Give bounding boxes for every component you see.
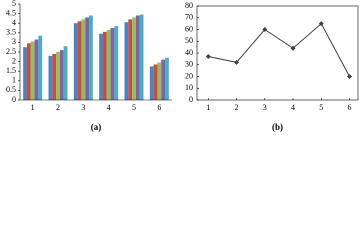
x-tick-label: 3: [263, 103, 267, 112]
bar: [161, 59, 166, 100]
bar: [59, 50, 64, 100]
x-tick-label: 4: [107, 103, 111, 112]
bar: [89, 15, 93, 101]
bar: [99, 33, 103, 101]
bar: [149, 66, 154, 100]
y-tick-label: 3.5: [6, 28, 16, 37]
plot-frame: [196, 5, 359, 101]
bar: [30, 41, 35, 100]
x-tick-label: 1: [206, 103, 210, 112]
y-tick-label: 60: [185, 24, 193, 33]
x-tick-label: 5: [132, 103, 136, 112]
bar: [124, 22, 129, 101]
marker: [234, 59, 240, 65]
marker: [318, 21, 324, 27]
y-tick-label: 5: [12, 0, 16, 8]
bar: [77, 21, 82, 101]
y-tick-label: 20: [185, 71, 193, 80]
y-tick-label: 30: [185, 60, 193, 69]
bar: [73, 23, 78, 101]
x-tick-label: 4: [291, 103, 295, 112]
bar: [63, 46, 68, 100]
bar: [102, 31, 107, 101]
marker: [262, 27, 268, 32]
y-tick-label: 80: [185, 1, 193, 10]
y-tick-label: 4: [12, 18, 16, 27]
line: [208, 22, 350, 77]
y-tick-label: 4.5: [6, 8, 16, 17]
marker: [290, 45, 296, 51]
bar: [106, 29, 111, 101]
bar: [165, 57, 169, 100]
y-tick-label: 0.5: [6, 85, 16, 94]
x-tick-label: 6: [348, 103, 352, 112]
y-tick-label: 1.5: [6, 66, 16, 75]
figure: 00.511.522.533.544.551 2 3 4 5 6(a)0102030405…: [6, 0, 359, 132]
marker: [205, 54, 211, 60]
bar: [128, 19, 133, 100]
bar: [132, 17, 136, 100]
y-tick-label: 1: [12, 76, 16, 85]
panel-label: (a): [91, 122, 102, 132]
bar: [153, 64, 158, 100]
bar: [23, 47, 27, 100]
bar: [85, 17, 90, 100]
x-tick-label: 5: [319, 103, 323, 112]
bar: [157, 62, 162, 100]
bar: [34, 39, 39, 100]
x-tick-label: 3: [81, 103, 85, 112]
y-tick-label: 2: [12, 56, 16, 65]
y-tick-label: 70: [185, 13, 193, 22]
y-tick-label: 50: [185, 36, 193, 45]
marker: [347, 74, 353, 79]
bar: [81, 19, 86, 100]
bar: [48, 55, 53, 100]
x-tick-label: 6: [157, 103, 161, 112]
bar: [26, 43, 31, 100]
bar: [56, 52, 60, 100]
bar: [139, 14, 144, 101]
bar: [52, 53, 57, 100]
bar: [135, 15, 140, 101]
bar: [110, 28, 115, 100]
y-tick-label: 40: [185, 48, 193, 57]
y-tick-label: 0: [189, 95, 193, 104]
panel-label: (b): [272, 122, 283, 132]
x-tick-label: 2: [56, 103, 60, 112]
x-tick-label: 1: [31, 103, 35, 112]
bar: [114, 26, 119, 100]
y-tick-label: 3: [12, 37, 16, 46]
bar: [38, 35, 43, 100]
x-tick-label: 2: [235, 103, 239, 112]
y-tick-label: 10: [185, 83, 193, 92]
y-tick-label: 2.5: [6, 47, 16, 56]
y-tick-label: 0: [12, 95, 16, 104]
